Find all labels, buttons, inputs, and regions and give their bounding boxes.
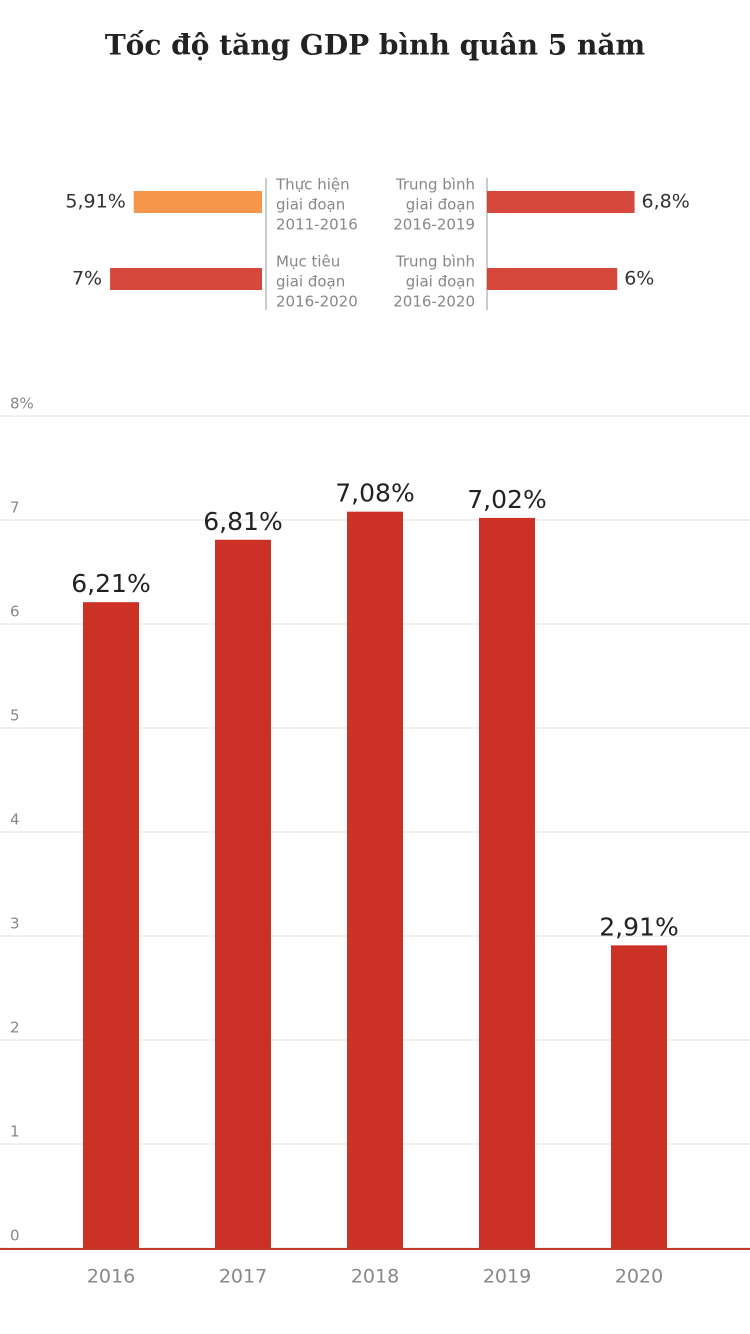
value-label: 5,91% (65, 191, 125, 213)
value-label: 6,21% (71, 569, 150, 598)
bar (611, 945, 667, 1248)
value-label: 6,8% (642, 191, 690, 213)
bar (83, 602, 139, 1248)
bar (133, 191, 262, 213)
value-label: 6% (624, 268, 654, 290)
y-tick-label: 0 (10, 1227, 20, 1245)
category-label: giai đoạn (406, 196, 475, 214)
category-label: Trung bình (395, 176, 475, 194)
x-tick-label: 2017 (219, 1266, 267, 1288)
category-label: Thực hiện (275, 176, 350, 194)
value-label: 6,81% (203, 507, 282, 536)
category-label: 2011-2016 (276, 216, 358, 234)
x-tick-label: 2019 (483, 1266, 531, 1288)
bar (487, 191, 635, 213)
category-label: Mục tiêu (276, 253, 340, 271)
y-tick-label: 5 (10, 707, 20, 725)
x-tick-label: 2016 (87, 1266, 135, 1288)
value-label: 7,08% (335, 479, 414, 508)
value-label: 7% (72, 268, 102, 290)
category-label: Trung bình (395, 253, 475, 271)
y-tick-label: 8% (10, 395, 34, 413)
category-label: giai đoạn (276, 196, 345, 214)
bar (215, 539, 271, 1248)
y-tick-label: 1 (10, 1123, 20, 1141)
category-label: giai đoạn (276, 273, 345, 291)
y-tick-label: 4 (10, 811, 20, 829)
x-tick-label: 2020 (615, 1266, 663, 1288)
category-label: giai đoạn (406, 273, 475, 291)
value-label: 2,91% (599, 912, 678, 941)
category-label: 2016-2020 (276, 293, 358, 311)
bar (347, 511, 403, 1248)
category-label: 2016-2020 (393, 293, 475, 311)
y-tick-label: 7 (10, 499, 20, 517)
y-tick-label: 6 (10, 603, 20, 621)
bar (110, 268, 262, 290)
chart-title: Tốc độ tăng GDP bình quân 5 năm (105, 29, 645, 62)
bar (487, 268, 618, 290)
y-tick-label: 3 (10, 915, 20, 933)
category-label: 2016-2019 (393, 216, 475, 234)
value-label: 7,02% (467, 485, 546, 514)
y-tick-label: 2 (10, 1019, 20, 1037)
bar (479, 517, 535, 1248)
x-tick-label: 2018 (351, 1266, 399, 1288)
